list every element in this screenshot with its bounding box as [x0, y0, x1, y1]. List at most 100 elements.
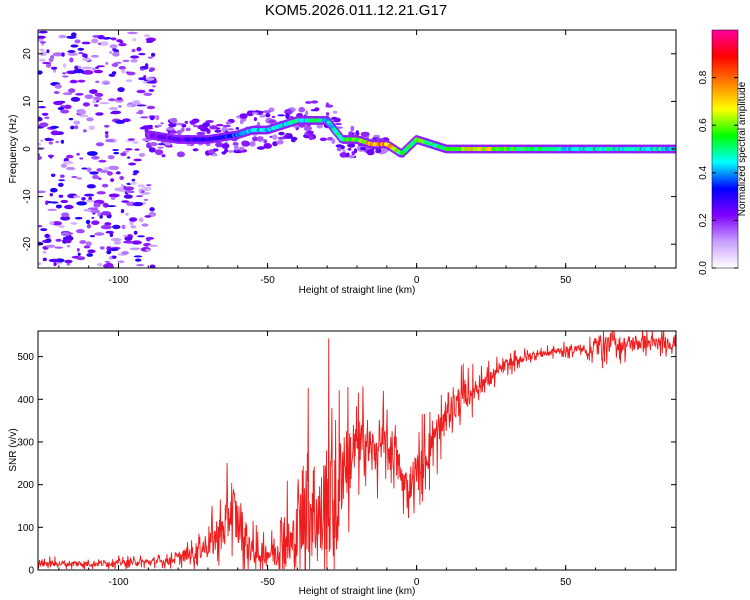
spectrogram-noise-speck — [83, 129, 87, 133]
spectrogram-clutter — [227, 128, 234, 131]
spectrogram-noise-speck — [60, 199, 69, 204]
spectrogram-noise-speck — [123, 194, 133, 199]
spectrogram-xtick-label: -50 — [260, 275, 275, 286]
spectrogram-noise-speck — [79, 240, 87, 244]
spectrogram-noise-speck — [64, 204, 74, 210]
spectrogram-noise-speck — [83, 245, 91, 249]
spectrogram-noise-speck — [122, 234, 128, 237]
spectrogram-clutter — [176, 129, 182, 136]
spectrogram-noise-speck — [146, 184, 152, 187]
spectrogram-noise-speck — [85, 219, 91, 225]
colorbar-tick-label: 0.2 — [698, 213, 709, 227]
spectrogram-clutter — [205, 120, 215, 123]
spectrogram-noise-speck — [132, 38, 137, 42]
spectrogram-noise-speck — [79, 157, 84, 160]
spectrogram-clutter — [331, 138, 336, 144]
spectrogram-clutter — [154, 149, 164, 156]
spectrogram-clutter — [180, 127, 185, 133]
spectrogram-clutter — [271, 115, 276, 119]
spectrogram-noise-speck — [38, 143, 42, 146]
spectrogram-clutter — [166, 127, 174, 131]
spectrogram-xtick-label: 50 — [560, 275, 572, 286]
spectrogram-noise-speck — [60, 216, 71, 221]
spectrogram-noise-speck — [110, 111, 119, 115]
spectrogram-noise-speck — [66, 244, 71, 248]
spectrogram-noise-speck — [143, 92, 153, 97]
colorbar-tick-label: 0.0 — [698, 261, 709, 275]
spectrogram-noise-speck — [121, 69, 126, 74]
spectrogram-ytick-label: 20 — [22, 48, 33, 60]
spectrogram-noise-speck — [53, 262, 57, 267]
spectrogram-clutter — [160, 122, 164, 125]
spectrogram-noise-speck — [64, 104, 72, 110]
colorbar-bar — [711, 29, 739, 269]
spectrogram-noise-speck — [82, 57, 92, 61]
spectrogram-noise-speck — [104, 131, 109, 135]
spectrogram-xlabel: Height of straight line (km) — [299, 285, 416, 296]
snr-ytick-label: 0 — [28, 566, 34, 577]
spectrogram-noise-speck — [74, 39, 81, 44]
spectrogram-noise-speck — [44, 116, 50, 120]
spectrogram-clutter — [285, 113, 290, 119]
spectrogram-noise-speck — [42, 250, 47, 254]
spectrogram-noise-speck — [38, 35, 46, 39]
spectrogram-noise-speck — [51, 221, 63, 226]
spectrogram-noise-speck — [79, 114, 89, 118]
spectrogram-noise-speck — [103, 124, 110, 128]
spectrogram-clutter — [225, 121, 232, 125]
spectrogram-clutter — [339, 152, 348, 158]
spectrogram-noise-speck — [81, 196, 86, 201]
spectrogram-noise-speck — [149, 207, 155, 212]
snr-background — [38, 331, 676, 570]
spectrogram-noise-speck — [104, 260, 111, 263]
spectrogram-noise-speck — [82, 102, 90, 107]
spectrogram-noise-speck — [119, 40, 124, 44]
spectrogram-noise-speck — [133, 170, 140, 174]
spectrogram-noise-speck — [76, 256, 86, 261]
spectrogram-noise-speck — [122, 240, 134, 244]
spectrogram-noise-speck — [103, 167, 110, 171]
spectrogram-clutter — [305, 101, 312, 104]
spectrogram-clutter — [181, 123, 187, 128]
spectrogram-noise-speck — [50, 201, 59, 204]
spectrogram-noise-speck — [39, 51, 47, 57]
spectrogram-noise-speck — [41, 112, 49, 116]
spectrogram-noise-speck — [140, 116, 149, 119]
spectrogram-noise-speck — [38, 30, 48, 34]
spectrogram-noise-speck — [70, 96, 81, 102]
spectrogram-ytick-label: 10 — [22, 95, 33, 107]
spectrogram-noise-speck — [110, 178, 115, 183]
spectrogram-clutter — [165, 145, 173, 148]
spectrogram-noise-speck — [84, 94, 94, 99]
spectrogram-noise-speck — [85, 209, 92, 212]
spectrogram-noise-speck — [106, 250, 112, 255]
spectrogram-noise-speck — [44, 238, 52, 243]
spectrogram-clutter — [252, 136, 258, 142]
spectrogram-noise-speck — [77, 79, 86, 83]
spectrogram-noise-speck — [70, 44, 79, 48]
spectrogram-clutter — [257, 110, 264, 114]
spectrogram-noise-speck — [55, 238, 62, 242]
spectrogram-clutter — [239, 113, 248, 119]
spectrogram-clutter — [251, 112, 259, 115]
spectrogram-noise-speck — [138, 217, 144, 223]
spectrogram-noise-speck — [119, 176, 125, 180]
spectrogram-noise-speck — [138, 153, 146, 157]
spectrogram-noise-speck — [97, 211, 101, 217]
spectrogram-clutter — [214, 148, 219, 152]
spectrogram-noise-speck — [113, 241, 122, 245]
spectrogram-noise-speck — [45, 244, 56, 248]
spectrogram-noise-speck — [117, 87, 125, 93]
spectrogram-noise-speck — [109, 51, 113, 54]
spectrogram-noise-speck — [151, 85, 157, 88]
spectrogram-noise-speck — [86, 167, 92, 173]
spectrogram-noise-speck — [78, 52, 84, 54]
spectrogram-noise-speck — [98, 159, 107, 163]
spectrogram-noise-speck — [96, 191, 106, 195]
spectrogram-noise-speck — [67, 52, 78, 56]
spectrogram-clutter — [332, 110, 338, 114]
spectrogram-noise-speck — [54, 84, 62, 89]
spectrogram-noise-speck — [39, 58, 46, 62]
spectrogram-noise-speck — [126, 104, 134, 108]
spectrogram-noise-speck — [73, 120, 81, 125]
